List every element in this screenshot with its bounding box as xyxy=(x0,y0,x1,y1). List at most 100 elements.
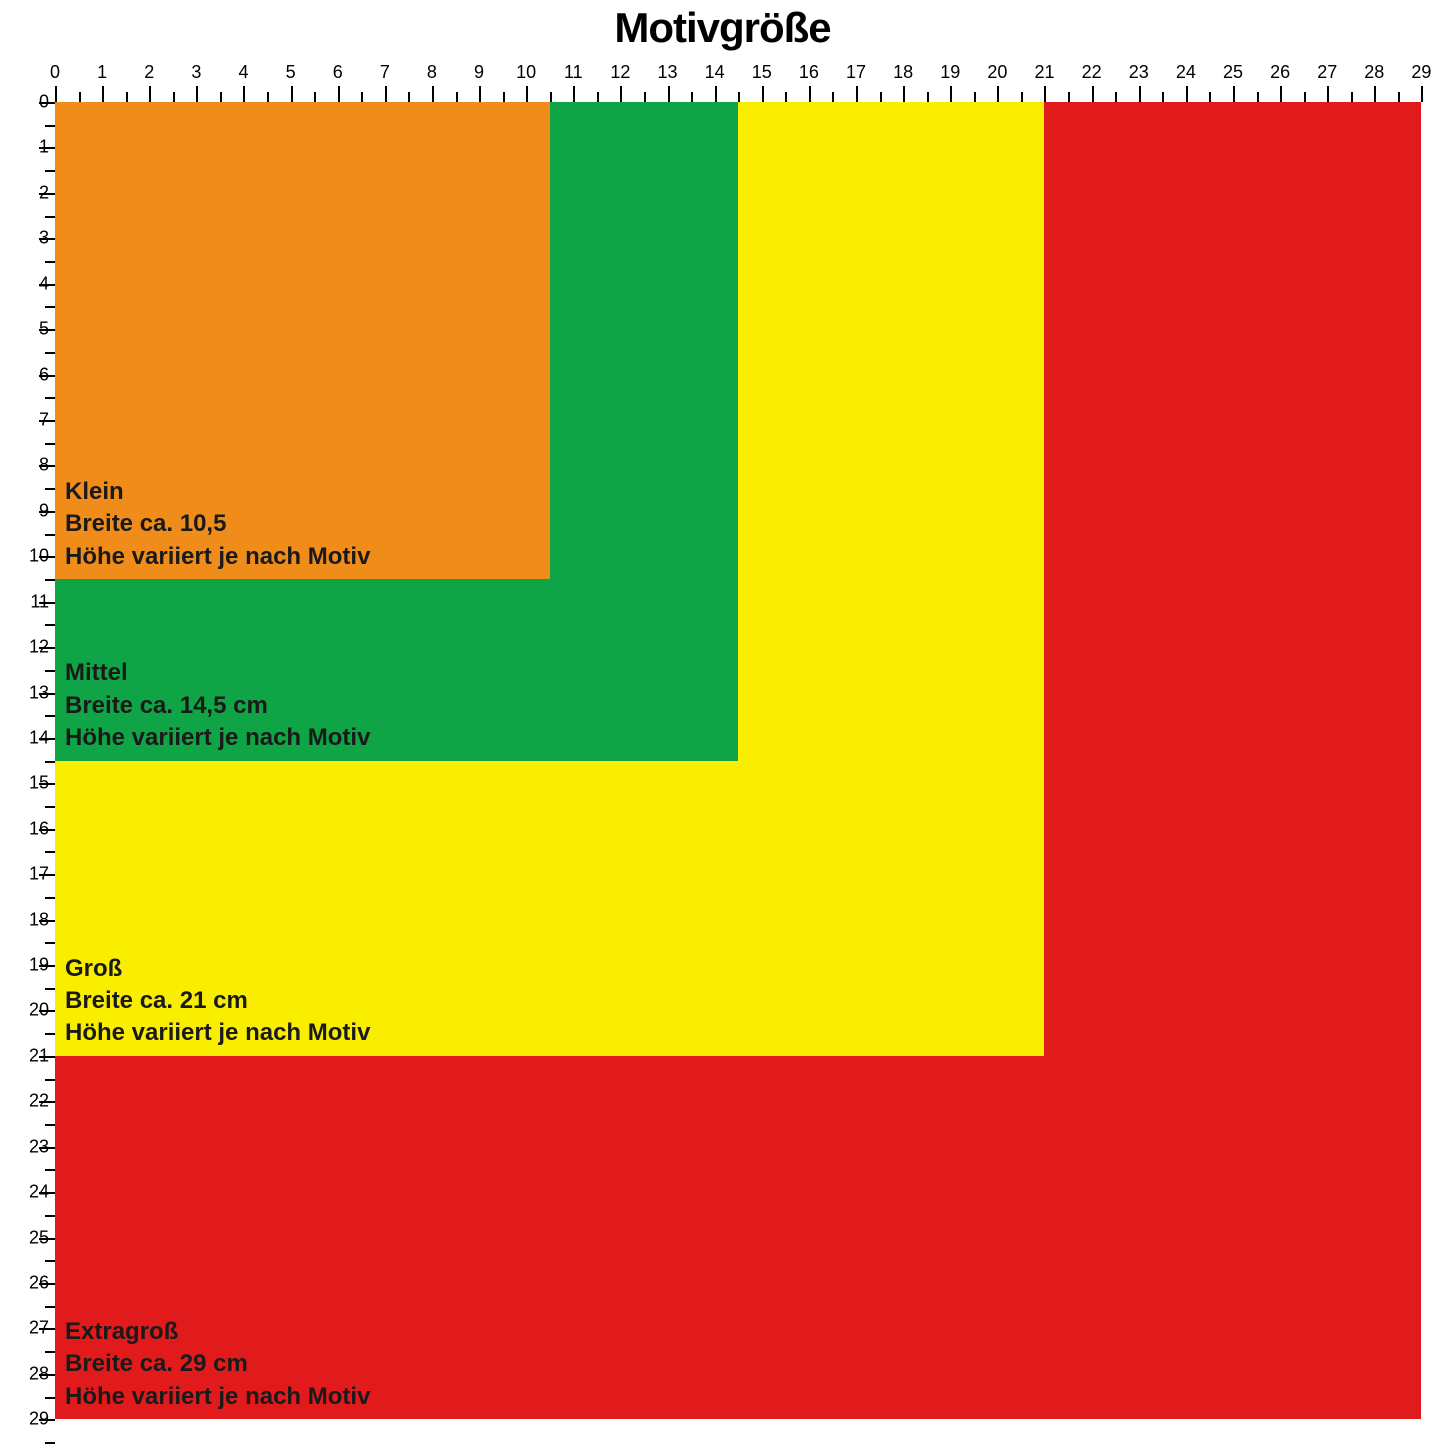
ruler-tick-left xyxy=(45,579,55,581)
ruler-label-top: 10 xyxy=(516,62,536,83)
ruler-label-left: 13 xyxy=(19,682,49,703)
ruler-label-top: 28 xyxy=(1364,62,1384,83)
ruler-label-left: 26 xyxy=(19,1273,49,1294)
ruler-tick-top xyxy=(550,92,552,102)
size-label-line: Höhe variiert je nach Motiv xyxy=(65,1017,370,1049)
ruler-tick-top xyxy=(79,92,81,102)
ruler-tick-top xyxy=(597,92,599,102)
ruler-tick-left xyxy=(45,443,55,445)
ruler-tick-top xyxy=(832,92,834,102)
ruler-tick-top xyxy=(102,86,104,102)
ruler-label-left: 24 xyxy=(19,1182,49,1203)
ruler-label-left: 27 xyxy=(19,1318,49,1339)
ruler-tick-top xyxy=(1233,86,1235,102)
size-label-line: Groß xyxy=(65,953,370,985)
ruler-label-top: 8 xyxy=(427,62,437,83)
ruler-tick-top xyxy=(1139,86,1141,102)
ruler-tick-left xyxy=(45,988,55,990)
ruler-tick-left xyxy=(45,1169,55,1171)
size-label-extragroß: ExtragroßBreite ca. 29 cmHöhe variiert j… xyxy=(65,1316,370,1413)
ruler-label-top: 13 xyxy=(658,62,678,83)
ruler-label-left: 20 xyxy=(19,1000,49,1021)
ruler-label-left: 17 xyxy=(19,864,49,885)
size-rect-klein: KleinBreite ca. 10,5Höhe variiert je nac… xyxy=(55,102,550,579)
ruler-tick-left xyxy=(45,670,55,672)
ruler-tick-top xyxy=(55,86,57,102)
size-label-line: Breite ca. 10,5 xyxy=(65,508,370,540)
ruler-label-top: 17 xyxy=(846,62,866,83)
ruler-tick-top xyxy=(809,86,811,102)
ruler-label-left: 5 xyxy=(19,319,49,340)
size-label-line: Breite ca. 29 cm xyxy=(65,1348,370,1380)
ruler-label-left: 16 xyxy=(19,818,49,839)
ruler-tick-top xyxy=(503,92,505,102)
ruler-tick-top xyxy=(1257,92,1259,102)
size-label-line: Mittel xyxy=(65,657,370,689)
ruler-tick-top xyxy=(950,86,952,102)
size-chart: 0011223344556677889910101111121213131414… xyxy=(55,102,1445,1442)
ruler-label-left: 14 xyxy=(19,727,49,748)
ruler-tick-left xyxy=(45,1124,55,1126)
ruler-tick-top xyxy=(1421,86,1423,102)
size-label-groß: GroßBreite ca. 21 cmHöhe variiert je nac… xyxy=(65,953,370,1050)
ruler-label-top: 15 xyxy=(752,62,772,83)
ruler-tick-top xyxy=(1327,86,1329,102)
ruler-label-left: 8 xyxy=(19,455,49,476)
ruler-tick-left xyxy=(45,1397,55,1399)
size-label-mittel: MittelBreite ca. 14,5 cmHöhe variiert je… xyxy=(65,657,370,754)
ruler-tick-top xyxy=(1068,92,1070,102)
ruler-label-top: 6 xyxy=(333,62,343,83)
ruler-label-top: 22 xyxy=(1082,62,1102,83)
ruler-tick-top xyxy=(1209,92,1211,102)
ruler-tick-left xyxy=(45,1351,55,1353)
ruler-tick-top xyxy=(432,86,434,102)
ruler-tick-top xyxy=(1304,92,1306,102)
ruler-tick-left xyxy=(45,761,55,763)
ruler-tick-top xyxy=(856,86,858,102)
ruler-label-top: 29 xyxy=(1411,62,1431,83)
ruler-tick-top xyxy=(338,86,340,102)
ruler-tick-top xyxy=(785,92,787,102)
ruler-tick-top xyxy=(291,86,293,102)
ruler-tick-top xyxy=(385,86,387,102)
ruler-tick-top xyxy=(715,86,717,102)
ruler-label-top: 19 xyxy=(940,62,960,83)
ruler-tick-top xyxy=(173,92,175,102)
ruler-label-top: 21 xyxy=(1034,62,1054,83)
size-label-line: Breite ca. 14,5 cm xyxy=(65,690,370,722)
ruler-tick-left xyxy=(45,1306,55,1308)
ruler-tick-top xyxy=(880,92,882,102)
ruler-tick-top xyxy=(1398,92,1400,102)
ruler-tick-top xyxy=(1186,86,1188,102)
ruler-tick-top xyxy=(927,92,929,102)
ruler-label-left: 15 xyxy=(19,773,49,794)
ruler-tick-top xyxy=(408,92,410,102)
ruler-label-top: 12 xyxy=(610,62,630,83)
size-label-line: Höhe variiert je nach Motiv xyxy=(65,541,370,573)
ruler-tick-top xyxy=(1351,92,1353,102)
ruler-tick-left xyxy=(45,125,55,127)
ruler-label-left: 28 xyxy=(19,1363,49,1384)
ruler-tick-left xyxy=(45,1442,55,1444)
ruler-tick-top xyxy=(526,86,528,102)
ruler-tick-left xyxy=(45,1215,55,1217)
ruler-tick-top xyxy=(997,86,999,102)
ruler-tick-left xyxy=(45,261,55,263)
ruler-tick-left xyxy=(45,851,55,853)
ruler-label-left: 11 xyxy=(19,591,49,612)
ruler-label-top: 5 xyxy=(286,62,296,83)
ruler-tick-top xyxy=(196,86,198,102)
ruler-label-top: 24 xyxy=(1176,62,1196,83)
ruler-tick-left xyxy=(45,170,55,172)
ruler-label-top: 11 xyxy=(564,62,583,83)
ruler-tick-top xyxy=(243,86,245,102)
ruler-tick-top xyxy=(1092,86,1094,102)
ruler-label-top: 27 xyxy=(1317,62,1337,83)
ruler-label-top: 20 xyxy=(987,62,1007,83)
ruler-label-left: 2 xyxy=(19,182,49,203)
size-label-line: Höhe variiert je nach Motiv xyxy=(65,1381,370,1413)
ruler-label-left: 25 xyxy=(19,1227,49,1248)
ruler-tick-left xyxy=(45,352,55,354)
ruler-tick-top xyxy=(738,92,740,102)
ruler-label-left: 4 xyxy=(19,273,49,294)
